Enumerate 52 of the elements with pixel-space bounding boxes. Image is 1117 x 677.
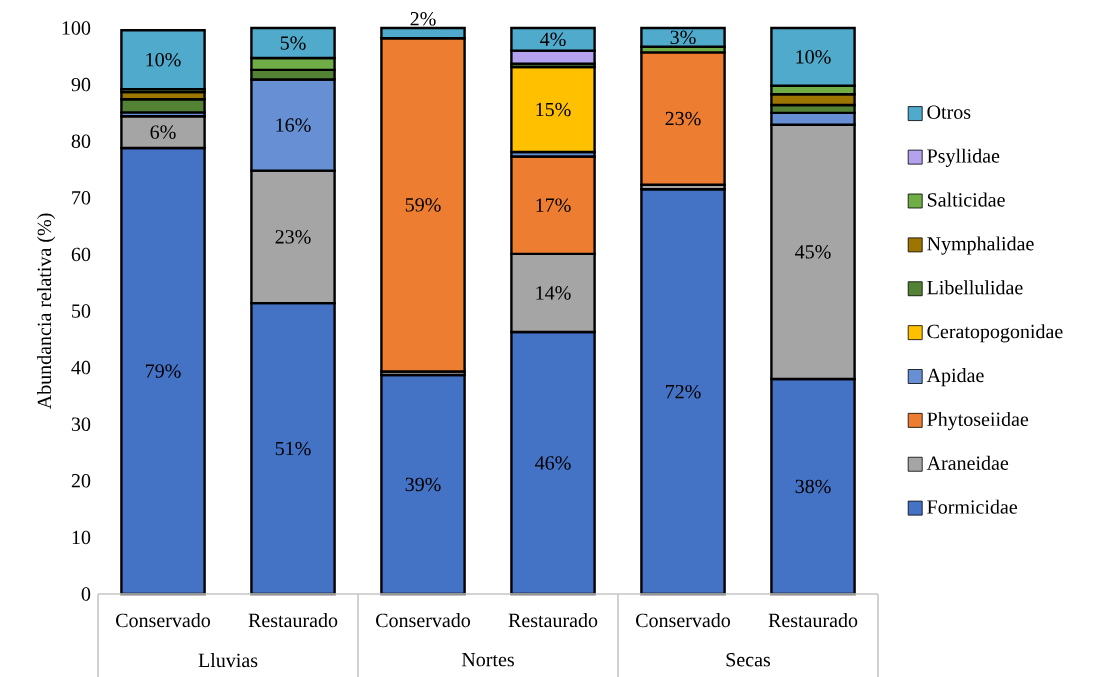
data-label: 4% — [540, 32, 566, 47]
legend-label: Araneidae — [926, 455, 1009, 470]
text: Nortes — [461, 653, 514, 667]
legend-label: Apidae — [926, 368, 984, 387]
data-label: 3% — [670, 30, 696, 45]
legend-label: Nymphalidae — [927, 236, 1034, 255]
data-label: 2% — [410, 12, 436, 26]
y-tick-label: 40 — [71, 360, 91, 375]
y-tick-label: 30 — [71, 417, 91, 431]
data-label: 59% — [405, 198, 441, 212]
x-tick-label: Restaurado — [768, 613, 858, 628]
data-label: 16% — [276, 118, 311, 132]
data-label: 23% — [275, 230, 311, 244]
legend-label: Salticidae — [927, 192, 1005, 207]
data-label: 10% — [146, 52, 181, 67]
data-label: 72% — [665, 384, 701, 399]
data-label: 46% — [535, 456, 571, 470]
x-tick-label: Conservado — [636, 613, 731, 628]
data-label: 15% — [536, 102, 571, 117]
data-label: 6% — [150, 125, 176, 139]
x-tick-label: Conservado — [376, 613, 471, 628]
data-label: 17% — [536, 198, 571, 212]
y-tick-label: 60 — [71, 247, 91, 262]
y-tick-label: 50 — [72, 304, 91, 318]
legend-label: Phytoseiidae — [927, 411, 1029, 431]
legend-label: Psyllidae — [927, 148, 1000, 167]
y-tick-label: 70 — [72, 191, 91, 205]
data-label: 14% — [536, 286, 571, 300]
y-tick-label: 80 — [71, 134, 91, 148]
text: Lluvias — [198, 653, 258, 668]
data-label: 5% — [280, 36, 306, 50]
y-tick-label: 0 — [81, 587, 91, 601]
legend-label: Libellulidae — [927, 280, 1023, 295]
y-tick-label: 20 — [71, 474, 91, 488]
data-label: 23% — [665, 111, 701, 126]
y-tick-label: 100 — [62, 21, 91, 35]
x-tick-label: Conservado — [116, 613, 211, 628]
y-tick-label: 90 — [71, 77, 91, 92]
legend-label: Ceratopogonidae — [927, 324, 1063, 343]
data-label: 10% — [796, 50, 831, 64]
data-label: 39% — [405, 477, 441, 492]
y-axis-title: Abundancia relativa (%) — [37, 213, 56, 410]
y-tick-label: 10 — [72, 530, 91, 545]
legend-label: Formicidae — [927, 499, 1018, 514]
data-label: 79% — [146, 364, 181, 378]
data-label: 38% — [795, 479, 831, 494]
legend-label: Otros — [927, 105, 971, 119]
text: Secas — [726, 653, 771, 667]
x-tick-label: Restaurado — [248, 613, 338, 628]
data-label: 51% — [275, 441, 311, 456]
x-tick-label: Restaurado — [508, 613, 598, 628]
data-label: 45% — [795, 245, 831, 259]
